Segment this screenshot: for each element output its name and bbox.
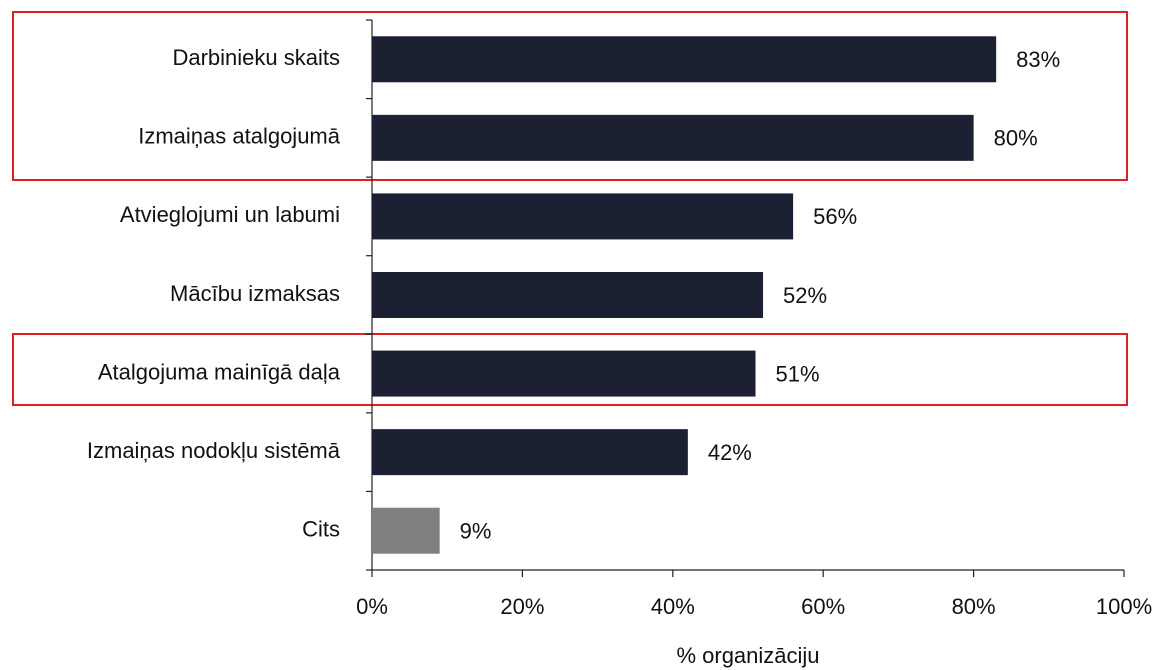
bar xyxy=(372,350,756,397)
value-label: 9% xyxy=(460,519,492,544)
x-axis-label: % organizāciju xyxy=(676,643,819,668)
value-label: 51% xyxy=(776,361,820,386)
x-tick-label: 80% xyxy=(952,594,996,619)
x-tick-label: 20% xyxy=(500,594,544,619)
bar xyxy=(372,114,974,161)
y-tick-label: Izmaiņas nodokļu sistēmā xyxy=(87,438,341,463)
bar xyxy=(372,36,997,83)
value-label: 80% xyxy=(994,126,1038,151)
value-label: 52% xyxy=(783,283,827,308)
highlight-box xyxy=(12,11,1128,181)
x-tick-label: 60% xyxy=(801,594,845,619)
x-tick-label: 100% xyxy=(1096,594,1152,619)
y-tick-label: Cits xyxy=(302,517,340,542)
bar xyxy=(372,272,764,318)
bar xyxy=(372,507,440,554)
y-tick-label: Izmaiņas atalgojumā xyxy=(138,124,341,149)
value-label: 42% xyxy=(708,440,752,465)
highlight-box xyxy=(12,333,1128,406)
value-label: 56% xyxy=(813,204,857,229)
y-tick-label: Atvieglojumi un labumi xyxy=(120,202,340,227)
x-tick-label: 40% xyxy=(651,594,695,619)
bar xyxy=(372,429,688,476)
x-tick-label: 0% xyxy=(356,594,388,619)
y-tick-label: Darbinieku skaits xyxy=(172,45,340,70)
bar xyxy=(372,193,794,240)
value-label: 83% xyxy=(1016,47,1060,72)
y-tick-label: Mācību izmaksas xyxy=(170,281,340,306)
y-tick-label: Atalgojuma mainīgā daļa xyxy=(98,359,341,384)
